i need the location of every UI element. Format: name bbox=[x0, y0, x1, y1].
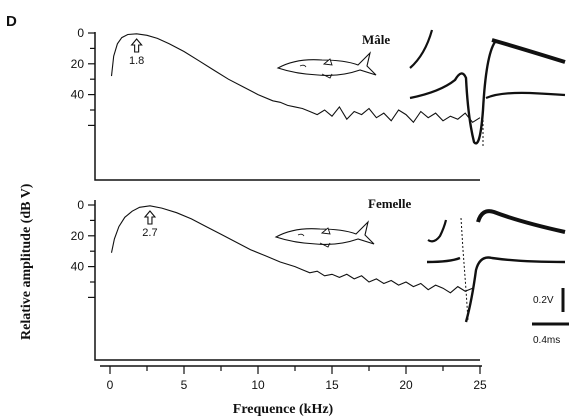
panel-label: D bbox=[6, 13, 17, 30]
y-tick-label: 0 bbox=[77, 26, 84, 40]
y-tick-label: 20 bbox=[71, 229, 85, 243]
female-label: Femelle bbox=[368, 196, 412, 211]
female-y-ticks: 0 20 40 bbox=[71, 198, 95, 298]
female-spectrum-line bbox=[110, 205, 473, 294]
female-axes bbox=[94, 200, 480, 361]
x-tick-label: 10 bbox=[251, 378, 265, 392]
x-tick-label: 0 bbox=[107, 378, 114, 392]
male-spectrum-line bbox=[110, 33, 481, 124]
y-axis-title-text: Relative amplitude (dB V) bbox=[19, 183, 34, 340]
male-fish-icon bbox=[276, 51, 377, 79]
y-axis-title: Relative amplitude (dB V) bbox=[19, 183, 34, 340]
female-fish-icon bbox=[274, 220, 375, 248]
x-tick-label: 5 bbox=[181, 378, 188, 392]
male-peak-label: 1.8 bbox=[129, 55, 144, 67]
female-peak-label: 2.7 bbox=[142, 227, 157, 239]
scale-bar: 0.2V 0.4ms bbox=[532, 288, 569, 346]
y-tick-label: 40 bbox=[71, 260, 85, 274]
time-scale-label: 0.4ms bbox=[533, 335, 560, 346]
male-peak-arrow-icon bbox=[130, 38, 143, 53]
female-eod-waveform bbox=[426, 209, 566, 323]
male-panel: 0 20 40 1.8 Mâle bbox=[71, 26, 566, 181]
male-eod-waveform bbox=[409, 29, 566, 148]
x-axis-title: Frequence (kHz) bbox=[233, 402, 334, 417]
x-tick-label: 25 bbox=[473, 378, 487, 392]
female-peak-arrow-icon bbox=[143, 210, 157, 225]
female-panel: 0 20 40 2.7 Femelle bbox=[71, 196, 566, 361]
y-tick-label: 20 bbox=[71, 57, 85, 71]
male-label: Mâle bbox=[362, 32, 390, 47]
x-tick-label: 15 bbox=[325, 378, 339, 392]
y-tick-label: 0 bbox=[77, 198, 84, 212]
male-axes bbox=[94, 32, 480, 181]
female-peak-marker: 2.7 bbox=[142, 210, 158, 239]
y-tick-label: 40 bbox=[71, 88, 85, 102]
x-tick-label: 20 bbox=[399, 378, 413, 392]
male-peak-marker: 1.8 bbox=[129, 38, 144, 67]
x-axis-ticks: 0 5 10 15 20 25 bbox=[100, 365, 487, 392]
male-y-ticks: 0 20 40 bbox=[71, 26, 95, 127]
voltage-scale-label: 0.2V bbox=[533, 295, 554, 306]
